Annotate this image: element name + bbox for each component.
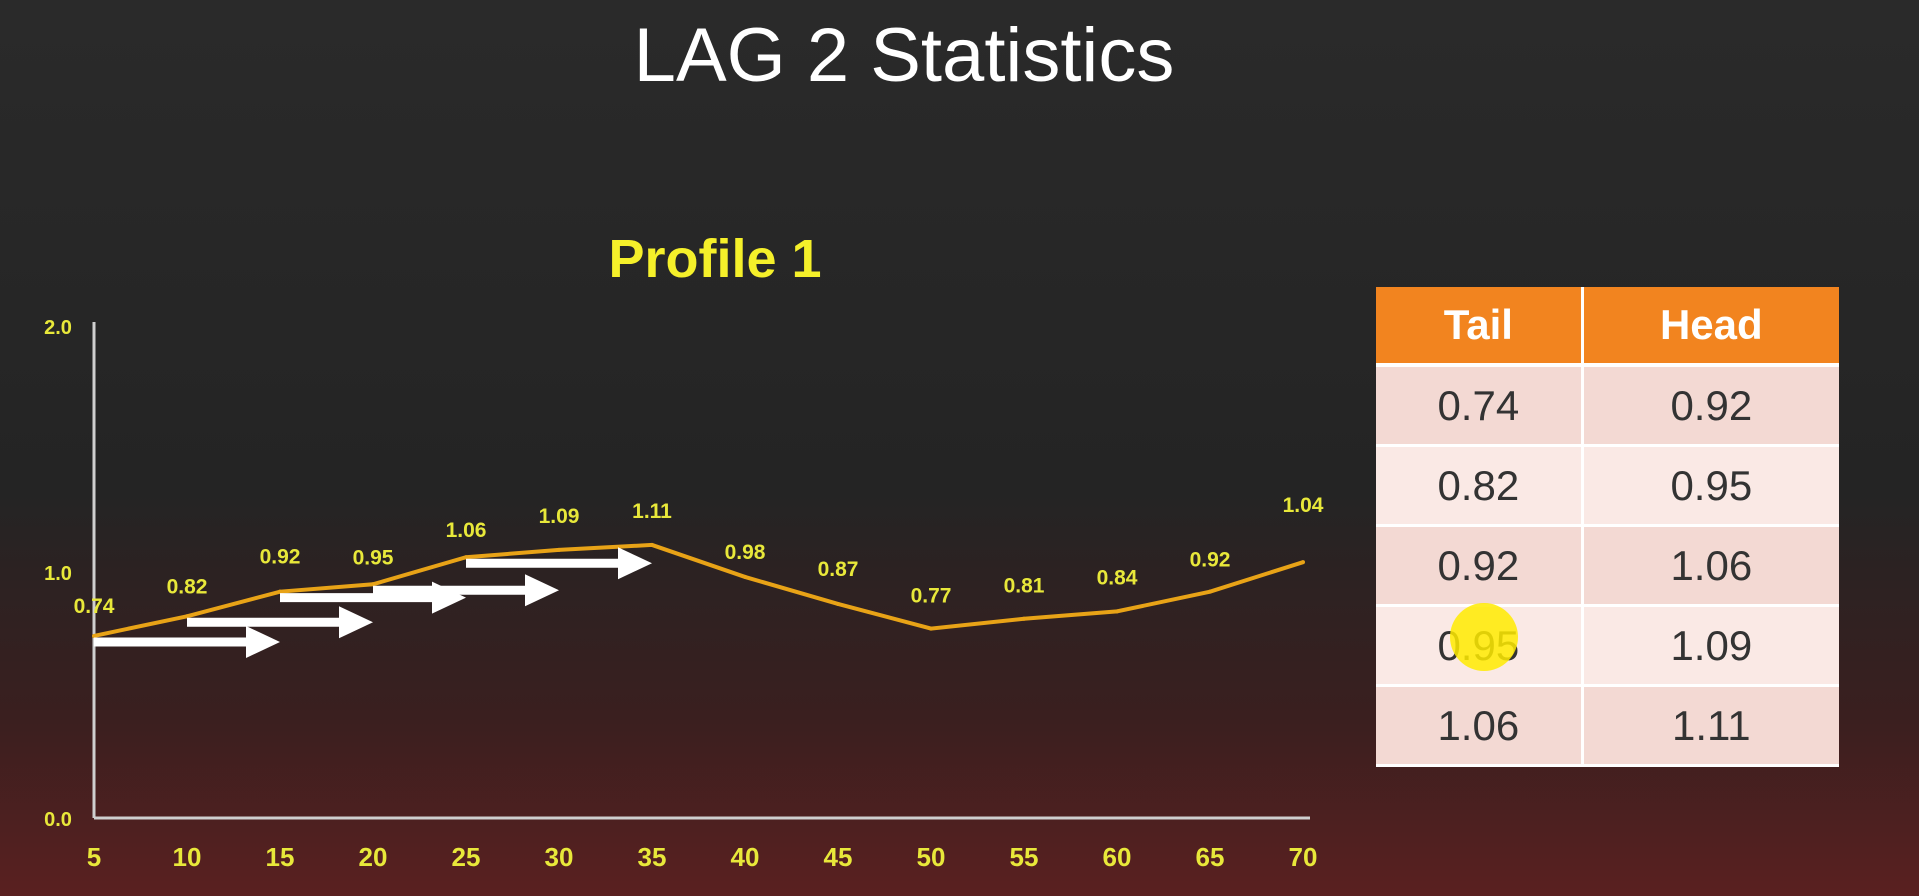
lag-table: Tail Head 0.74 0.92 0.82 0.95 0.92 1.06 … [1376, 287, 1839, 767]
x-tick-label: 10 [173, 842, 202, 872]
cell-tail: 0.74 [1376, 365, 1584, 447]
x-tick-label: 70 [1289, 842, 1318, 872]
lag-arrow-head [246, 625, 280, 658]
data-point [464, 555, 468, 560]
cell-tail: 0.82 [1376, 445, 1584, 527]
data-label: 0.77 [911, 585, 952, 608]
cell-tail: 0.92 [1376, 525, 1584, 607]
y-tick-label: 1.0 [44, 563, 72, 585]
x-tick-label: 20 [359, 842, 388, 872]
x-tick-label: 60 [1103, 842, 1132, 872]
table-row: 1.06 1.11 [1376, 685, 1839, 767]
table-row: 0.82 0.95 [1376, 445, 1839, 527]
table-row: 0.95 1.09 [1376, 605, 1839, 687]
data-point [1301, 560, 1305, 565]
data-label: 1.11 [632, 500, 672, 523]
cell-head: 1.06 [1582, 525, 1839, 607]
data-point [1208, 589, 1212, 594]
data-point [557, 547, 561, 552]
data-point [929, 626, 933, 631]
cell-head: 1.09 [1582, 605, 1839, 687]
data-label: 0.87 [818, 558, 859, 581]
data-label: 0.92 [260, 546, 301, 569]
data-label: 1.09 [539, 505, 580, 528]
cell-head: 0.92 [1582, 365, 1839, 447]
x-tick-label: 25 [452, 842, 481, 872]
lag-arrow-head [525, 574, 559, 607]
cursor-highlight [1450, 603, 1518, 671]
cell-head: 1.11 [1582, 685, 1839, 767]
data-label: 0.84 [1097, 566, 1138, 589]
data-label: 0.81 [1004, 575, 1045, 598]
y-tick-label: 0.0 [44, 809, 72, 831]
data-point [185, 614, 189, 619]
x-tick-label: 55 [1010, 842, 1039, 872]
slide-title: LAG 2 Statistics [633, 13, 1175, 98]
cell-tail: 1.06 [1376, 685, 1584, 767]
series-line [93, 542, 1304, 638]
y-tick-label: 2.0 [44, 317, 72, 339]
data-label: 1.06 [446, 519, 487, 542]
x-tick-label: 35 [638, 842, 667, 872]
table-row: 0.74 0.92 [1376, 365, 1839, 447]
header-head: Head [1582, 287, 1839, 367]
data-label: 0.95 [353, 546, 394, 569]
data-point [1115, 609, 1119, 614]
data-label: 0.92 [1190, 549, 1231, 572]
cell-head: 0.95 [1582, 445, 1839, 527]
table-row: 0.92 1.06 [1376, 525, 1839, 607]
x-tick-label: 40 [731, 842, 760, 872]
data-point [650, 542, 654, 547]
lag-arrow-head [618, 547, 652, 580]
data-point [371, 582, 375, 587]
data-point [836, 601, 840, 606]
data-label: 0.98 [725, 541, 766, 564]
x-tick-label: 15 [266, 842, 295, 872]
x-tick-label: 45 [824, 842, 853, 872]
table-header-row: Tail Head [1376, 287, 1839, 367]
data-point [1022, 616, 1026, 621]
data-point [743, 574, 747, 579]
data-point [278, 589, 282, 594]
lag-arrow-head [339, 606, 373, 639]
data-label: 0.82 [167, 575, 208, 598]
x-tick-label: 65 [1196, 842, 1225, 872]
header-tail: Tail [1376, 287, 1584, 367]
data-label: 0.74 [74, 595, 115, 618]
data-label: 1.04 [1283, 494, 1324, 517]
chart-title: Profile 1 [608, 229, 821, 289]
x-tick-label: 50 [917, 842, 946, 872]
x-tick-label: 5 [87, 842, 101, 872]
data-point [92, 633, 96, 638]
x-tick-label: 30 [545, 842, 574, 872]
